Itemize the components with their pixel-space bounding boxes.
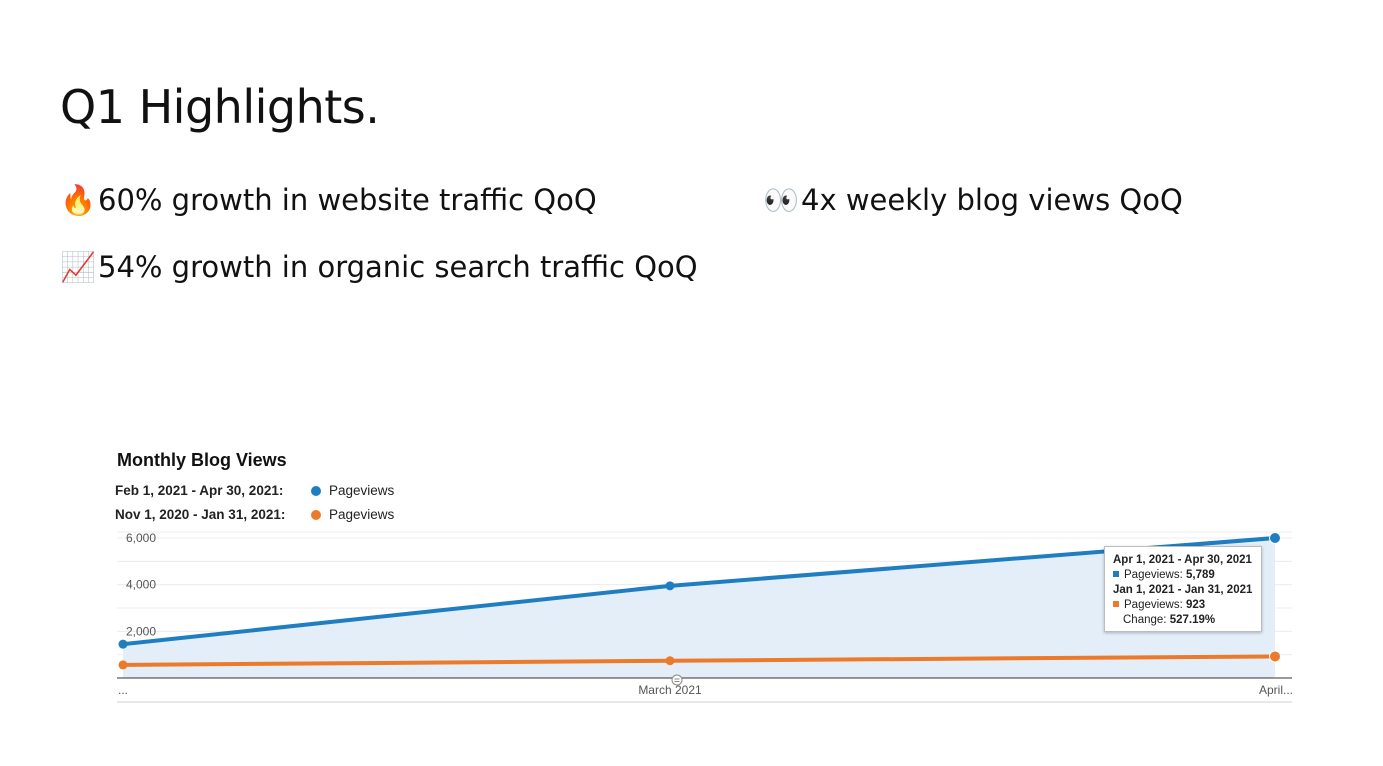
tooltip-square-previous [1113, 601, 1119, 607]
bullet-text: 4x weekly blog views QoQ [801, 183, 1183, 217]
chart-increasing-icon: 📈 [60, 250, 97, 284]
tooltip-current-value: Pageviews: 5,789 [1113, 568, 1261, 583]
legend-current: Feb 1, 2021 - Apr 30, 2021: Pageviews [115, 483, 394, 498]
tooltip-label: Change: [1123, 614, 1170, 626]
legend-label: Pageviews [329, 507, 395, 522]
tooltip-change: Change: 527.19% [1113, 613, 1261, 628]
chart-title: Monthly Blog Views [117, 450, 287, 470]
annotation-marker [671, 674, 683, 686]
legend-previous: Nov 1, 2020 - Jan 31, 2021: Pageviews [115, 507, 394, 522]
bullet-blog-views: 👀4x weekly blog views QoQ [763, 183, 1183, 218]
tooltip-value: 923 [1186, 599, 1206, 611]
tooltip-previous-value: Pageviews: 923 [1113, 598, 1261, 613]
series-current-point [118, 639, 128, 649]
bullet-website-traffic: 🔥60% growth in website traffic QoQ [60, 183, 597, 218]
y-tick-label: 2,000 [126, 624, 156, 638]
series-current-point [665, 581, 675, 591]
legend-label: Pageviews [329, 483, 395, 498]
y-tick-label: 6,000 [126, 531, 156, 545]
bullet-text: 60% growth in website traffic QoQ [98, 183, 597, 217]
bullet-text: 54% growth in organic search traffic QoQ [98, 250, 698, 284]
slide-title: Q1 Highlights. [60, 80, 380, 134]
chart-tooltip: Apr 1, 2021 - Apr 30, 2021 Pageviews: 5,… [1104, 546, 1262, 632]
legend-range: Nov 1, 2020 - Jan 31, 2021: [115, 507, 286, 522]
tooltip-square-current [1113, 571, 1119, 577]
series-previous-point [118, 660, 128, 670]
y-tick-label: 4,000 [126, 578, 156, 592]
legend-dot-current [311, 486, 321, 496]
x-tick-label: ... [118, 683, 128, 697]
series-previous-point [1269, 650, 1281, 663]
x-tick-label: March 2021 [638, 683, 702, 697]
bullet-organic-search: 📈54% growth in organic search traffic Qo… [60, 250, 698, 285]
x-tick-label: April... [1259, 683, 1293, 697]
tooltip-range-current: Apr 1, 2021 - Apr 30, 2021 [1113, 554, 1252, 566]
tooltip-label: Pageviews: [1124, 599, 1187, 611]
legend-dot-previous [311, 510, 321, 520]
legend-range: Feb 1, 2021 - Apr 30, 2021: [115, 483, 284, 498]
tooltip-label: Pageviews: [1124, 569, 1187, 581]
tooltip-range-previous: Jan 1, 2021 - Jan 31, 2021 [1113, 584, 1253, 596]
tooltip-value: 527.19% [1169, 614, 1216, 626]
series-current-point [1269, 532, 1281, 544]
series-previous-point [665, 656, 675, 666]
tooltip-value: 5,789 [1186, 569, 1215, 581]
fire-icon: 🔥 [60, 183, 97, 217]
eyes-icon: 👀 [763, 183, 800, 217]
series-current-area [123, 538, 1275, 678]
